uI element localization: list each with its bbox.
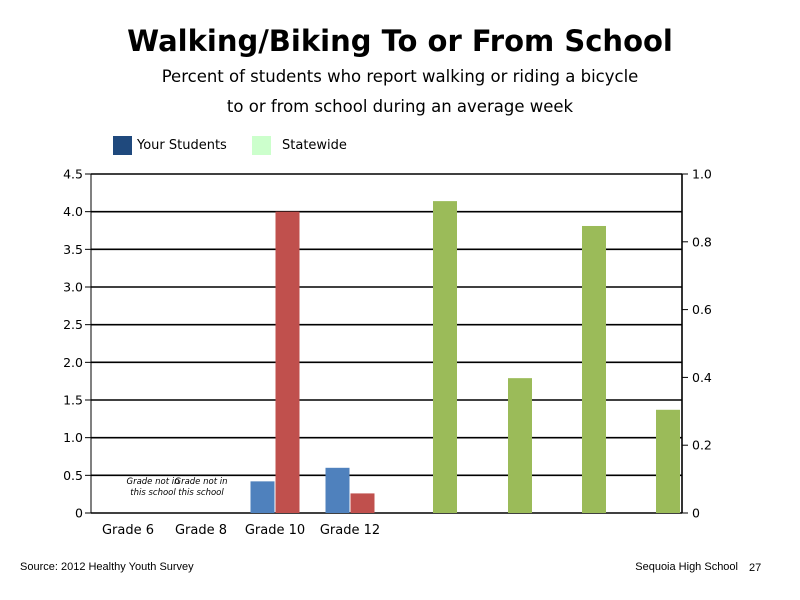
- y-tick-label-left-2: 1.0: [63, 430, 83, 445]
- y-tick-label-right-4: 0.8: [692, 234, 712, 249]
- x-tick-label-grade-8: Grade 8: [175, 523, 227, 538]
- y-tick-label-left-4: 2.0: [63, 355, 83, 370]
- y-tick-label-right-5: 1.0: [692, 167, 712, 182]
- y-tick-label-left-8: 4.0: [63, 204, 83, 219]
- annotation-1-line-1: this school: [178, 488, 224, 498]
- y-tick-label-right-1: 0.2: [692, 438, 712, 453]
- annotation-1-line-0: Grade not in: [175, 477, 228, 487]
- bar-green-grade-12: [656, 409, 680, 513]
- annotation-0-line-1: this school: [130, 488, 176, 498]
- bar-blue-grade-12: [325, 467, 350, 513]
- chart-title: Walking/Biking To or From School: [127, 24, 673, 58]
- legend-label-statewide: Statewide: [282, 138, 347, 153]
- y-tick-label-right-0: 0: [692, 506, 700, 521]
- bar-green-grade-6: [433, 201, 457, 513]
- annotation-0-line-0: Grade not in: [127, 477, 180, 487]
- x-tick-label-grade-12: Grade 12: [320, 523, 380, 538]
- y-tick-label-left-0: 0: [75, 506, 83, 521]
- y-tick-label-left-5: 2.5: [63, 317, 83, 332]
- y-tick-label-left-6: 3.0: [63, 280, 83, 295]
- bar-blue-grade-10: [250, 481, 275, 513]
- bar-green-grade-10: [582, 225, 606, 514]
- school-name: Sequoia High School: [635, 561, 738, 573]
- y-tick-label-left-3: 1.5: [63, 393, 83, 408]
- y-tick-label-left-9: 4.5: [63, 167, 83, 182]
- page-number: 27: [749, 562, 762, 574]
- chart-subtitle-line-1: Percent of students who report walking o…: [161, 67, 639, 86]
- y-tick-label-right-3: 0.6: [692, 302, 712, 317]
- bar-red-grade-12: [350, 493, 375, 513]
- y-tick-label-left-7: 3.5: [63, 242, 83, 257]
- x-tick-label-grade-10: Grade 10: [245, 523, 305, 538]
- y-tick-label-right-2: 0.4: [692, 370, 712, 385]
- y-tick-label-left-1: 0.5: [63, 468, 83, 483]
- chart-subtitle-line-2: to or from school during an average week: [226, 97, 574, 116]
- legend-label-your-students: Your Students: [137, 138, 227, 153]
- bar-red-grade-10: [275, 211, 300, 513]
- legend-swatch-your-students: [113, 136, 132, 155]
- source-note: Source: 2012 Healthy Youth Survey: [20, 561, 194, 573]
- bar-green-grade-8: [508, 378, 532, 513]
- legend-swatch-statewide: [252, 136, 271, 155]
- x-tick-label-grade-6: Grade 6: [102, 523, 154, 538]
